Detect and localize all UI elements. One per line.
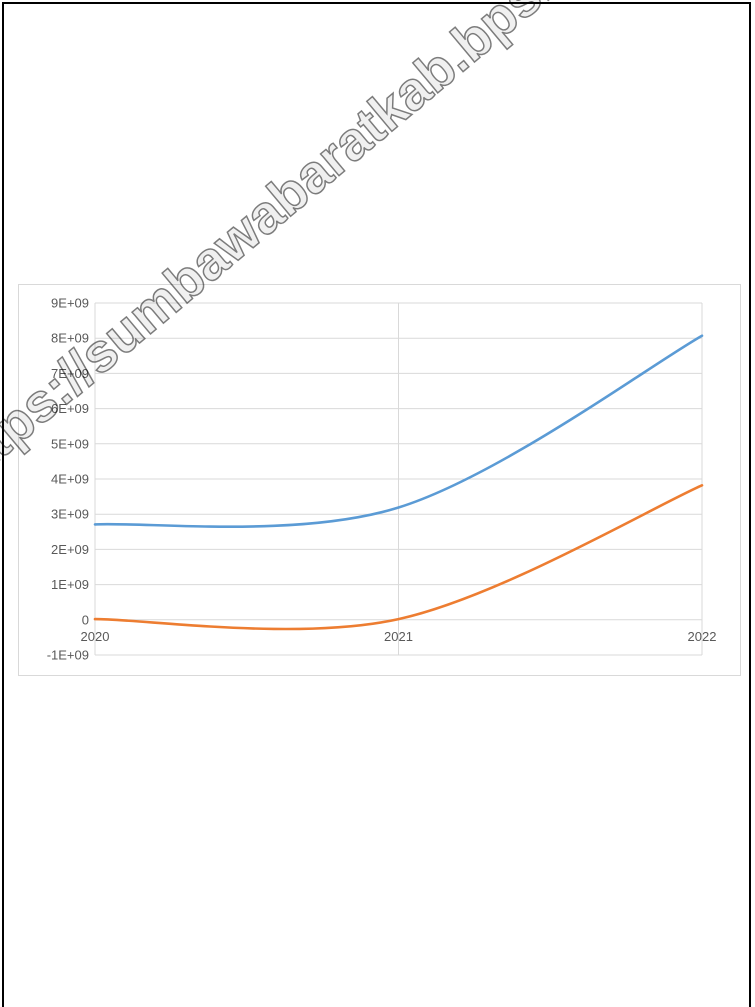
- y-tick-label: 5E+09: [51, 436, 89, 451]
- y-tick-label: -1E+09: [47, 648, 89, 663]
- x-tick-label: 2021: [384, 629, 413, 644]
- series-line-2: [93, 484, 704, 631]
- y-tick-label: 1E+09: [51, 577, 89, 592]
- x-tick-label: 2022: [688, 629, 717, 644]
- y-tick-label: 2E+09: [51, 542, 89, 557]
- y-tick-label: 6E+09: [51, 401, 89, 416]
- line-chart: -1E+09 0 1E+09 2E+09 3E+09 4E+09 5E+09 6E+09 7E+…: [47, 296, 717, 663]
- y-tick-label: 9E+09: [51, 296, 89, 311]
- y-tick-label: 4E+09: [51, 472, 89, 487]
- chart-area: -1E+09 0 1E+09 2E+09 3E+09 4E+09 5E+09 6E+09 7E+…: [18, 284, 741, 676]
- y-tick-label: 0: [82, 612, 89, 627]
- series-line-1: [93, 334, 704, 528]
- y-tick-label: 8E+09: [51, 331, 89, 346]
- y-tick-label: 7E+09: [51, 366, 89, 381]
- x-tick-label: 2020: [81, 629, 110, 644]
- y-tick-label: 3E+09: [51, 507, 89, 522]
